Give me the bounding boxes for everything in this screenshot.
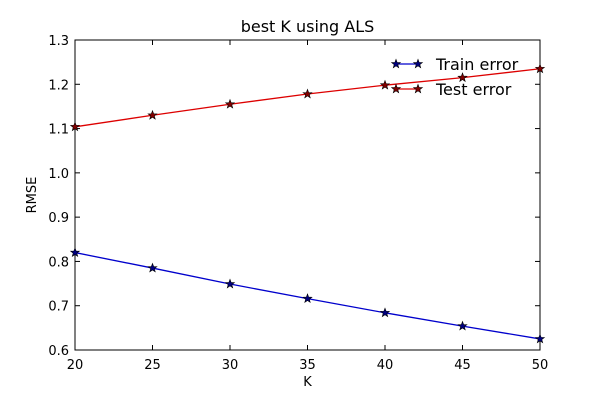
data-point-marker	[302, 88, 313, 99]
y-tick-label: 0.9	[48, 211, 69, 226]
legend-marker	[390, 83, 402, 94]
data-point-marker	[69, 121, 81, 132]
legend-marker	[412, 58, 424, 69]
y-tick-label: 1.2	[48, 78, 69, 93]
data-point-marker	[534, 333, 546, 344]
chart-title: best K using ALS	[241, 17, 375, 36]
data-point-marker	[457, 72, 468, 83]
x-tick-label: 45	[454, 358, 471, 373]
legend: Train error Test error	[390, 55, 519, 99]
data-point-marker	[457, 320, 468, 331]
x-tick-label: 40	[377, 358, 394, 373]
legend-marker	[390, 58, 402, 69]
x-tick-label: 25	[144, 358, 161, 373]
x-tick-label: 50	[532, 358, 549, 373]
series-train-error	[69, 247, 546, 344]
legend-label: Test error	[435, 80, 512, 99]
legend-label: Train error	[435, 55, 519, 74]
data-point-marker	[69, 247, 81, 257]
x-tick-label: 20	[67, 358, 84, 373]
data-point-marker	[147, 109, 158, 120]
x-tick-label: 35	[299, 358, 316, 373]
x-tick-label: 30	[222, 358, 239, 373]
data-point-marker	[147, 262, 158, 273]
series-test-error	[69, 63, 546, 132]
data-point-marker	[224, 98, 236, 109]
data-point-marker	[379, 79, 391, 90]
legend-entry-test: Test error	[390, 80, 512, 99]
data-point-marker	[302, 293, 313, 304]
x-axis-label: K	[303, 375, 312, 390]
y-axis-label: RMSE	[25, 177, 40, 214]
data-point-marker	[224, 278, 236, 289]
y-tick-label: 1.1	[48, 123, 69, 138]
y-tick-label: 1.0	[48, 167, 69, 182]
y-tick-label: 1.3	[48, 34, 69, 49]
y-axis: 0.6 0.7 0.8 0.9 1.0 1.1 1.2 1.3	[48, 34, 540, 359]
y-tick-label: 0.8	[48, 255, 69, 270]
legend-entry-train: Train error	[390, 55, 519, 74]
x-axis: 20 25 30 35 40 45 50	[67, 40, 549, 373]
series-layer	[69, 63, 546, 344]
data-point-marker	[534, 63, 546, 74]
data-point-marker	[379, 307, 391, 318]
y-tick-label: 0.7	[48, 300, 69, 315]
legend-marker	[412, 83, 424, 94]
y-tick-label: 0.6	[48, 344, 69, 359]
